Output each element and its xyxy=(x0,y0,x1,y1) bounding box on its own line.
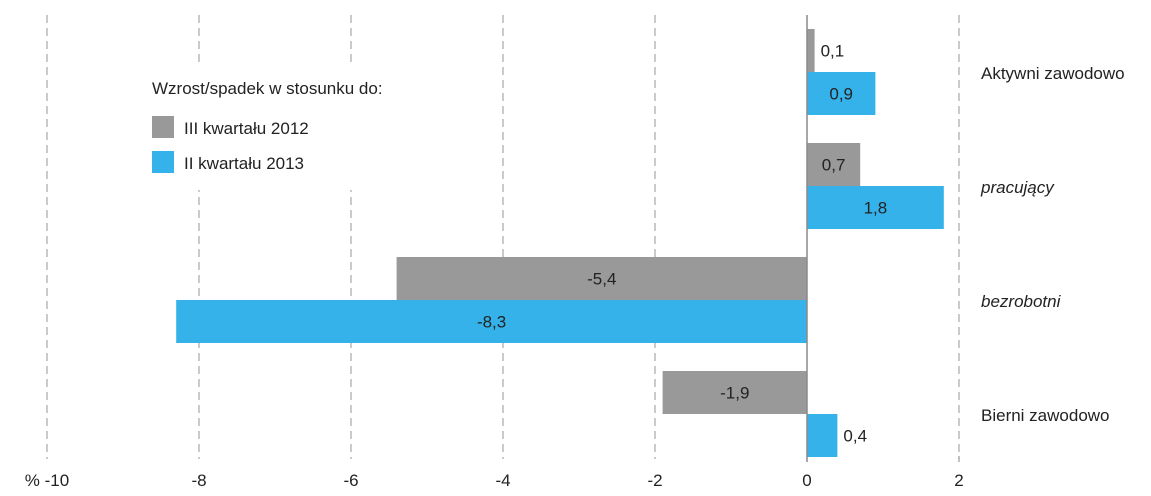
bar-series-2 xyxy=(807,414,838,457)
data-label: 0,4 xyxy=(843,427,867,446)
legend-swatch-series-1 xyxy=(152,116,174,138)
x-tick-label: % -10 xyxy=(25,471,69,490)
legend-label-series-1: III kwartału 2012 xyxy=(184,119,309,138)
data-label: 1,8 xyxy=(864,199,888,218)
legend: Wzrost/spadek w stosunku do: III kwartał… xyxy=(140,62,400,190)
bar-series-2 xyxy=(807,186,944,229)
grid-layer xyxy=(46,15,960,459)
category-label: Aktywni zawodowo xyxy=(981,64,1125,83)
bar-series-1 xyxy=(396,257,807,300)
data-label: -1,9 xyxy=(720,384,749,403)
x-tick-label: -4 xyxy=(495,471,510,490)
x-tick-label: -6 xyxy=(343,471,358,490)
data-label: 0,7 xyxy=(822,156,846,175)
category-label: Bierni zawodowo xyxy=(981,406,1110,425)
bar-series-1 xyxy=(662,371,807,414)
data-label: 0,1 xyxy=(821,42,845,61)
bars: 0,1 0,7 -5,4 -1,9 0,9 1,8 -8,3 0,4 xyxy=(176,29,944,457)
bar-series-2 xyxy=(176,300,807,343)
axes: % -10 -8 -6 -4 -2 0 2 Aktywni zawodowo pracujący… xyxy=(25,15,1125,490)
x-tick-label: -8 xyxy=(191,471,206,490)
legend-swatch-series-2 xyxy=(152,151,174,173)
x-tick-label: 0 xyxy=(802,471,811,490)
x-tick-label: 2 xyxy=(954,471,963,490)
bar-series-1 xyxy=(807,29,815,72)
data-label: 0,9 xyxy=(829,85,853,104)
legend-title: Wzrost/spadek w stosunku do: xyxy=(152,79,383,98)
legend-label-series-2: II kwartału 2013 xyxy=(184,154,304,173)
data-label: -8,3 xyxy=(477,313,506,332)
x-tick-label: -2 xyxy=(647,471,662,490)
data-label: -5,4 xyxy=(587,270,616,289)
category-label: pracujący xyxy=(980,178,1055,197)
category-label: bezrobotni xyxy=(981,292,1062,311)
bar-series-1 xyxy=(807,143,861,186)
legend-background xyxy=(140,62,400,190)
bar-series-2 xyxy=(807,72,876,115)
